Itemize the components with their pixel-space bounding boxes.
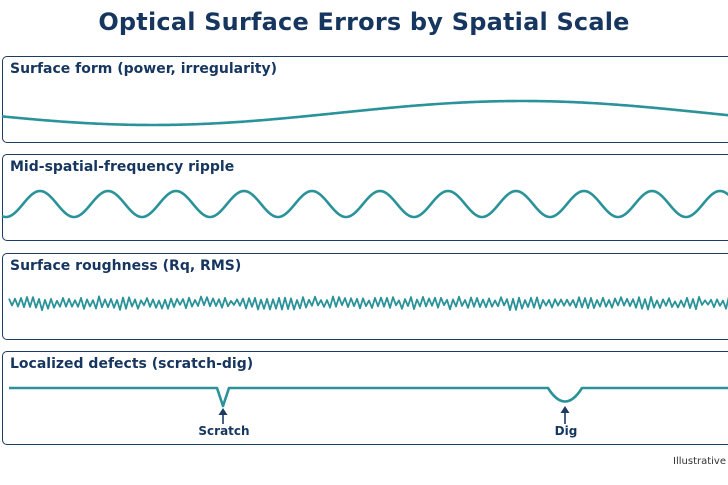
panel-roughness: Surface roughness (Rq, RMS) <box>2 253 728 340</box>
scratch-arrow <box>218 408 228 424</box>
panel-mid-frequency: Mid-spatial-frequency ripple <box>1 154 728 241</box>
panel-label-defects: Localized defects (scratch-dig) <box>10 356 254 372</box>
panel-label-roughness: Surface roughness (Rq, RMS) <box>10 258 242 274</box>
dig-label: Dig <box>554 424 578 438</box>
scratch-label: Scratch <box>198 424 250 438</box>
dig-arrow <box>560 406 570 424</box>
panel-surface-form: Surface form (power, irregularity) <box>1 56 728 143</box>
ripple-wave-plot <box>1 189 728 219</box>
panel-label-surface-form: Surface form (power, irregularity) <box>10 61 277 77</box>
form-wave <box>1 99 728 127</box>
panel-label-mid-frequency: Mid-spatial-frequency ripple <box>10 159 235 175</box>
illustrative-note: Illustrative <box>673 456 726 467</box>
ripple-wave <box>1 189 728 219</box>
defects-plot <box>9 386 728 424</box>
figure-title: Optical Surface Errors by Spatial Scale <box>98 8 630 36</box>
form-wave-plot <box>1 99 728 127</box>
roughness-wave <box>8 295 728 312</box>
panel-defects: Localized defects (scratch-dig) Scratch … <box>2 351 728 445</box>
roughness-wave-plot <box>8 295 728 312</box>
defect-surface-line <box>9 386 728 408</box>
